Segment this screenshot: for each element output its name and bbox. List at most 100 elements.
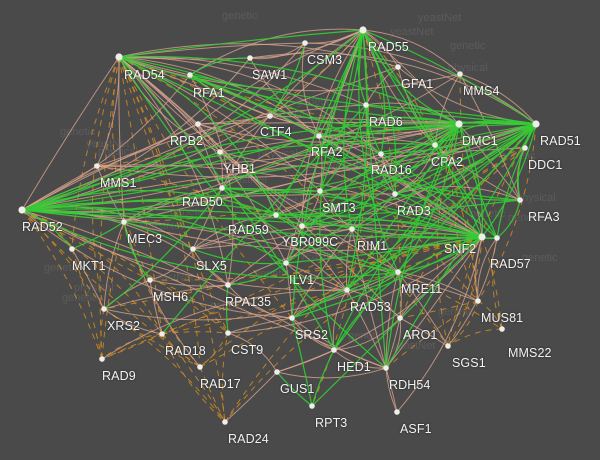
node-aro1[interactable] (397, 315, 403, 321)
edge-yeastNet[interactable] (318, 135, 382, 155)
node-rad24[interactable] (222, 419, 228, 425)
edge-physical[interactable] (291, 271, 399, 319)
edge-genetic[interactable] (481, 236, 503, 330)
edge-genetic[interactable] (447, 300, 479, 347)
edge-yeastNet[interactable] (291, 228, 353, 319)
edge-physical[interactable] (301, 123, 537, 227)
edge-physical[interactable] (319, 190, 483, 238)
edge-yeastNet[interactable] (399, 317, 449, 347)
edge-physical[interactable] (397, 123, 460, 273)
node-mec3[interactable] (121, 219, 127, 225)
edge-physical[interactable] (319, 123, 537, 192)
edge-physical[interactable] (21, 209, 399, 279)
edge-physical[interactable] (311, 349, 335, 407)
edge-genetic[interactable] (21, 209, 229, 334)
edge-genetic[interactable] (477, 123, 537, 302)
edge-yeastNet[interactable] (103, 221, 125, 310)
node-csm3[interactable] (302, 40, 308, 46)
edge-yeastNet[interactable] (219, 115, 271, 153)
edge-yeastNet[interactable] (396, 236, 483, 413)
edge-yeastNet[interactable] (227, 317, 293, 334)
edge-yeastNet[interactable] (227, 332, 278, 373)
node-ilv1[interactable] (283, 260, 289, 266)
edge-yeastNet[interactable] (385, 271, 399, 369)
edge-yeastNet[interactable] (434, 73, 461, 146)
node-rad55[interactable] (359, 26, 367, 34)
node-smt3[interactable] (317, 188, 323, 194)
edge-yeastNet[interactable] (149, 279, 163, 335)
edge-yeastNet[interactable] (101, 289, 348, 360)
edge-physical[interactable] (221, 187, 399, 273)
node-rpt3[interactable] (309, 403, 315, 409)
edge-physical[interactable] (358, 29, 399, 273)
edge-yeastNet[interactable] (149, 248, 194, 281)
node-snf2[interactable] (478, 233, 486, 241)
edge-yeastNet[interactable] (385, 317, 401, 369)
edge-yeastNet[interactable] (362, 29, 399, 68)
node-yhb1[interactable] (217, 149, 223, 155)
edge-genetic[interactable] (21, 209, 105, 310)
node-rad3[interactable] (392, 191, 398, 197)
node-msh6[interactable] (147, 277, 153, 283)
edge-physical[interactable] (394, 193, 483, 238)
node-gus1[interactable] (274, 369, 280, 375)
node-rad54[interactable] (115, 53, 123, 61)
edge-yeastNet[interactable] (71, 248, 105, 310)
edge-physical[interactable] (285, 236, 483, 264)
edge-physical[interactable] (118, 56, 537, 125)
edge-yeastNet[interactable] (291, 317, 335, 351)
edge-genetic[interactable] (199, 236, 483, 368)
edge-physical[interactable] (21, 206, 287, 264)
edge-yeastNet[interactable] (351, 228, 399, 273)
edge-genetic[interactable] (149, 236, 483, 281)
node-rfa3[interactable] (517, 197, 523, 203)
node-rad17[interactable] (197, 364, 203, 370)
edge-yeastNet[interactable] (385, 367, 398, 413)
edge-yeastNet[interactable] (285, 262, 293, 319)
edge-genetic[interactable] (492, 237, 503, 330)
edge-yeastNet[interactable] (475, 236, 483, 302)
node-rad9[interactable] (99, 356, 105, 362)
node-mus81[interactable] (475, 298, 481, 304)
edge-yeastNet[interactable] (346, 289, 387, 369)
edge-yeastNet[interactable] (21, 209, 387, 369)
node-hed1[interactable] (331, 347, 337, 353)
edge-physical[interactable] (311, 236, 483, 407)
edge-yeastNet[interactable] (103, 308, 163, 335)
edge-physical[interactable] (346, 123, 460, 291)
edge-physical[interactable] (319, 104, 367, 192)
edge-physical[interactable] (333, 123, 460, 351)
node-dmc1[interactable] (455, 120, 463, 128)
edge-physical[interactable] (481, 123, 537, 238)
node-rad59[interactable] (273, 212, 279, 218)
edge-physical[interactable] (318, 123, 537, 137)
edge-genetic[interactable] (161, 331, 229, 335)
edge-yeastNet[interactable] (333, 317, 401, 351)
node-rfa2[interactable] (316, 133, 322, 139)
edge-physical[interactable] (123, 221, 151, 281)
edge-yeastNet[interactable] (345, 228, 353, 291)
node-asf1[interactable] (394, 409, 400, 415)
edge-genetic[interactable] (71, 56, 120, 250)
edge-physical[interactable] (161, 104, 367, 335)
edge-yeastNet[interactable] (351, 228, 387, 369)
edge-physical[interactable] (362, 29, 397, 195)
edge-yeastNet[interactable] (103, 271, 399, 321)
edge-yeastNet[interactable] (219, 123, 537, 169)
edge-physical[interactable] (192, 248, 287, 265)
edge-yeastNet[interactable] (192, 248, 229, 286)
edge-physical[interactable] (380, 123, 537, 155)
node-rdh54[interactable] (383, 365, 389, 371)
edge-yeastNet[interactable] (123, 221, 201, 368)
edge-genetic[interactable] (21, 209, 103, 360)
node-slx5[interactable] (190, 246, 196, 252)
edge-physical[interactable] (221, 187, 277, 216)
edge-yeastNet[interactable] (362, 29, 461, 75)
edge-yeastNet[interactable] (385, 367, 398, 413)
node-rpb2[interactable] (195, 121, 201, 127)
edge-yeastNet[interactable] (318, 135, 436, 146)
edge-yeastNet[interactable] (249, 52, 537, 125)
edge-yeastNet[interactable] (197, 29, 364, 125)
node-rad50[interactable] (219, 185, 225, 191)
node-ybr099c[interactable] (299, 223, 305, 229)
